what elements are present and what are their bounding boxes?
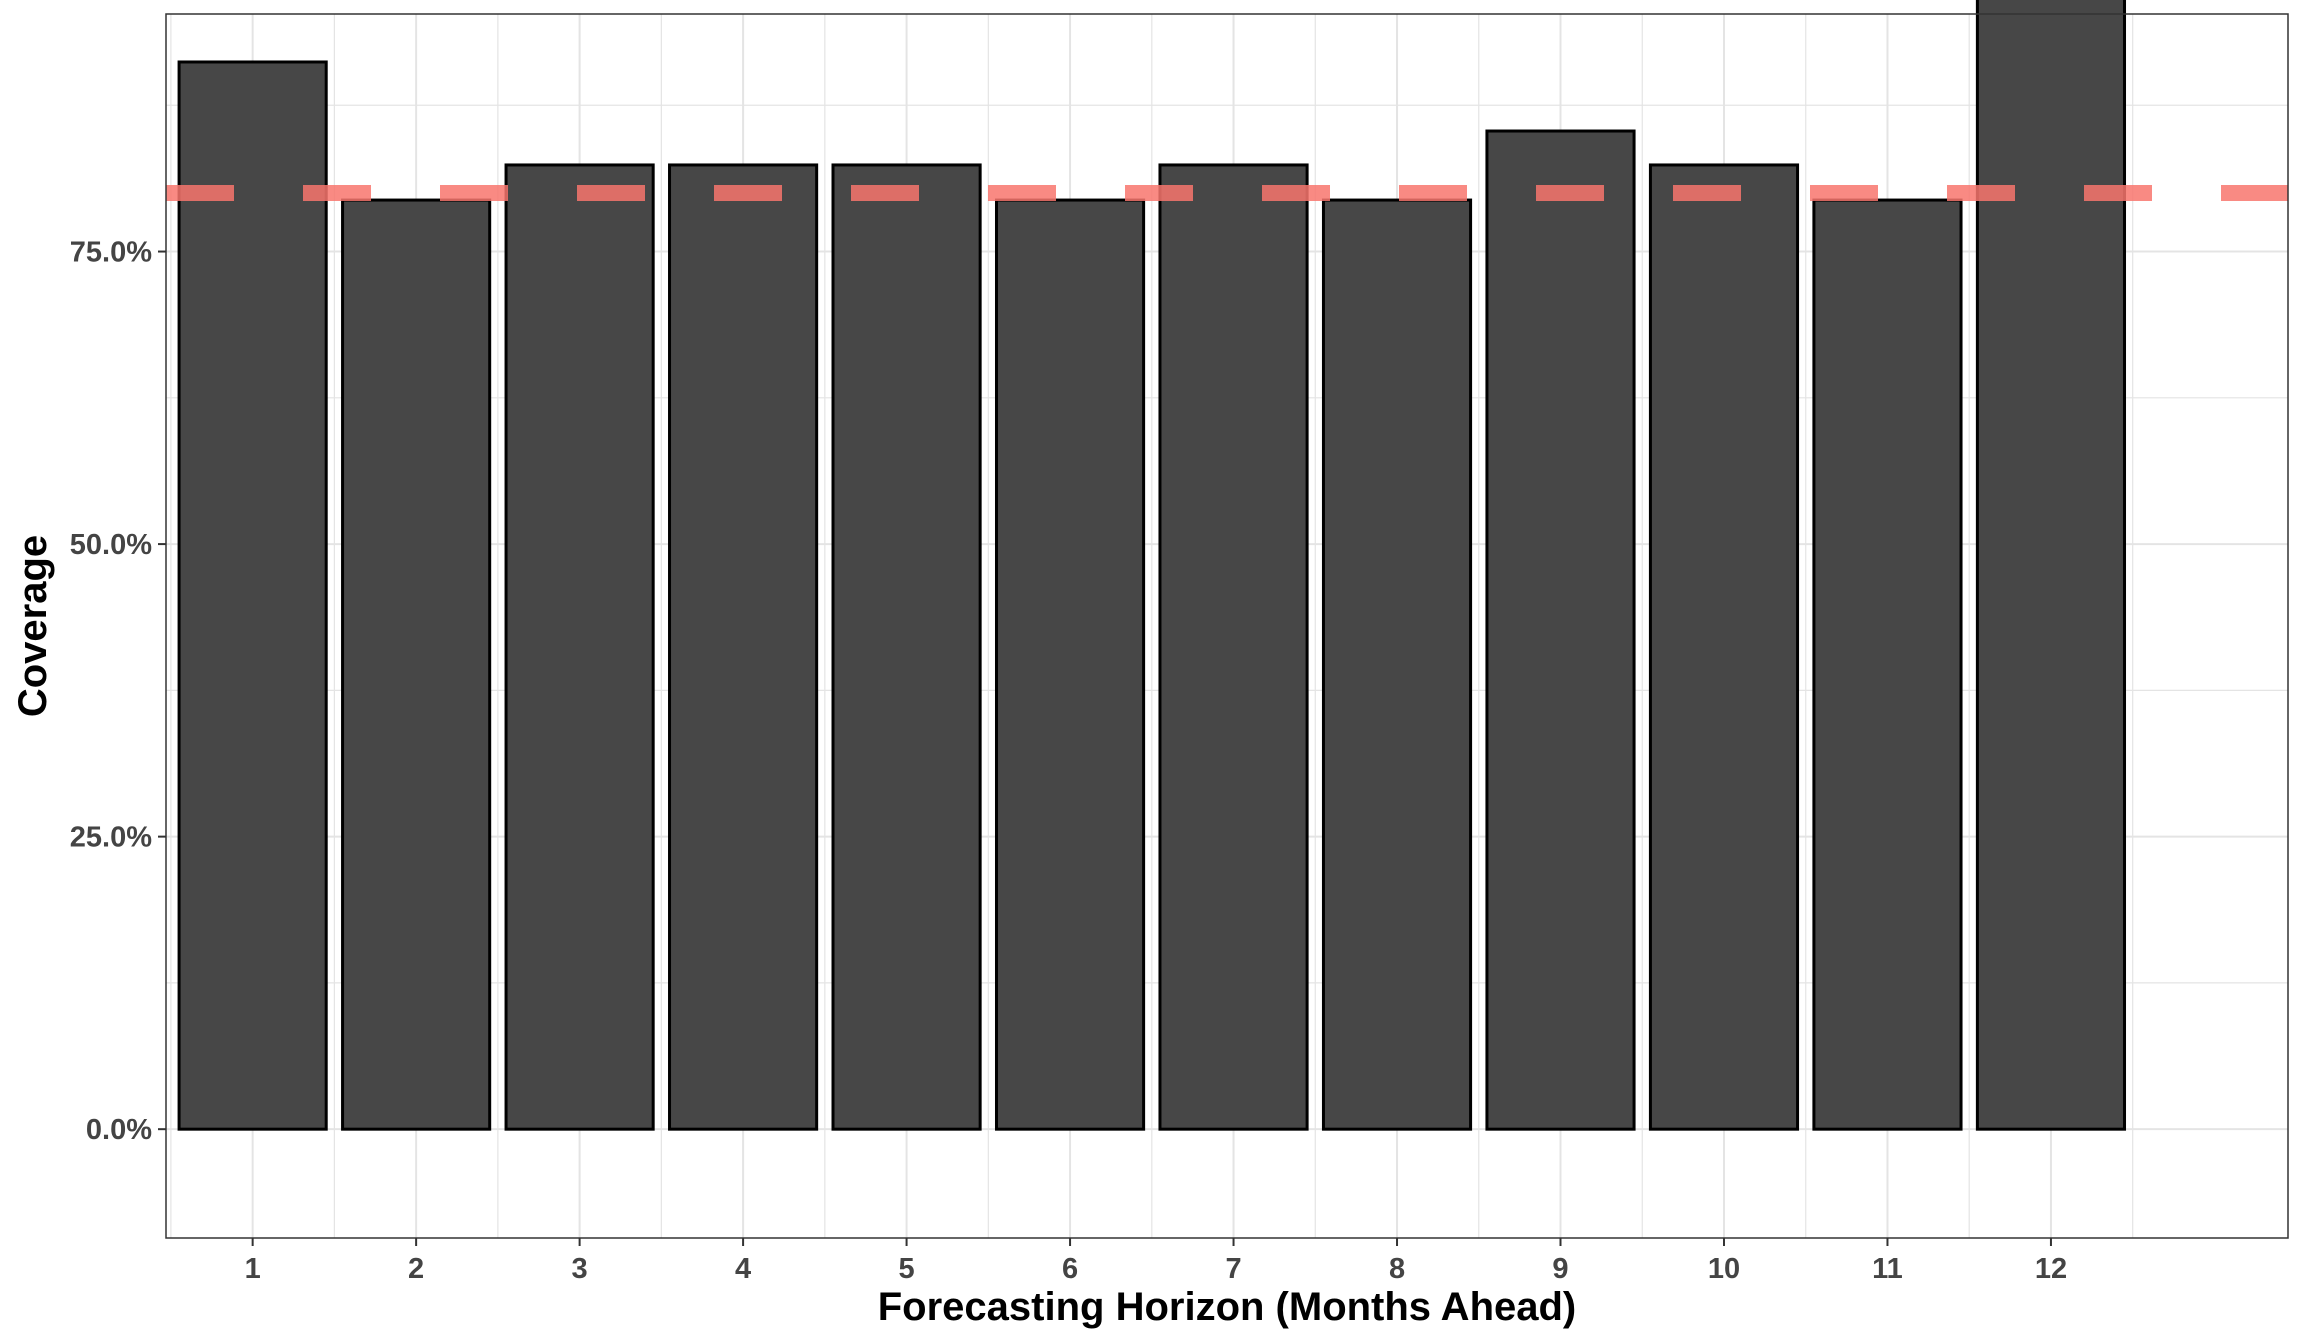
bar — [831, 163, 982, 1131]
bar — [504, 163, 655, 1131]
x-tick-label: 12 — [2035, 1253, 2067, 1285]
panel-border — [165, 13, 2289, 1239]
x-tick-label: 10 — [1708, 1253, 1740, 1285]
bar — [1485, 129, 1636, 1131]
x-tick-label: 1 — [245, 1253, 261, 1285]
bar — [177, 60, 328, 1131]
x-axis-title: Forecasting Horizon (Months Ahead) — [878, 1285, 1577, 1329]
y-axis-title: Coverage — [11, 535, 55, 717]
bar — [668, 163, 819, 1131]
x-tick-label: 9 — [1552, 1253, 1568, 1285]
axis-ticks — [158, 250, 2052, 1246]
x-tick-label: 11 — [1872, 1253, 1903, 1285]
bar — [1812, 198, 1963, 1131]
tick-labels: 0.0%25.0%50.0%75.0%1 2 3 4 5 6 7 8 9 10 11 12 — [70, 237, 2067, 1285]
x-tick-label: 2 — [408, 1253, 424, 1285]
bar — [341, 198, 492, 1131]
x-tick-label: 7 — [1225, 1253, 1241, 1285]
y-tick-label: 25.0% — [70, 822, 152, 854]
bar — [1321, 198, 1473, 1131]
y-tick-label: 75.0% — [70, 237, 152, 269]
bar — [1975, 0, 2127, 1131]
x-tick-label: 6 — [1062, 1253, 1078, 1285]
x-tick-label: 4 — [735, 1253, 751, 1285]
bar — [1158, 163, 1309, 1131]
y-tick-label: 0.0% — [86, 1114, 152, 1146]
x-tick-label: 3 — [572, 1253, 588, 1285]
y-tick-label: 50.0% — [70, 529, 152, 561]
bar — [1648, 163, 1800, 1131]
x-tick-label: 8 — [1389, 1253, 1405, 1285]
bar — [994, 198, 1146, 1131]
bars — [177, 0, 2127, 1131]
x-tick-label: 5 — [899, 1253, 915, 1285]
